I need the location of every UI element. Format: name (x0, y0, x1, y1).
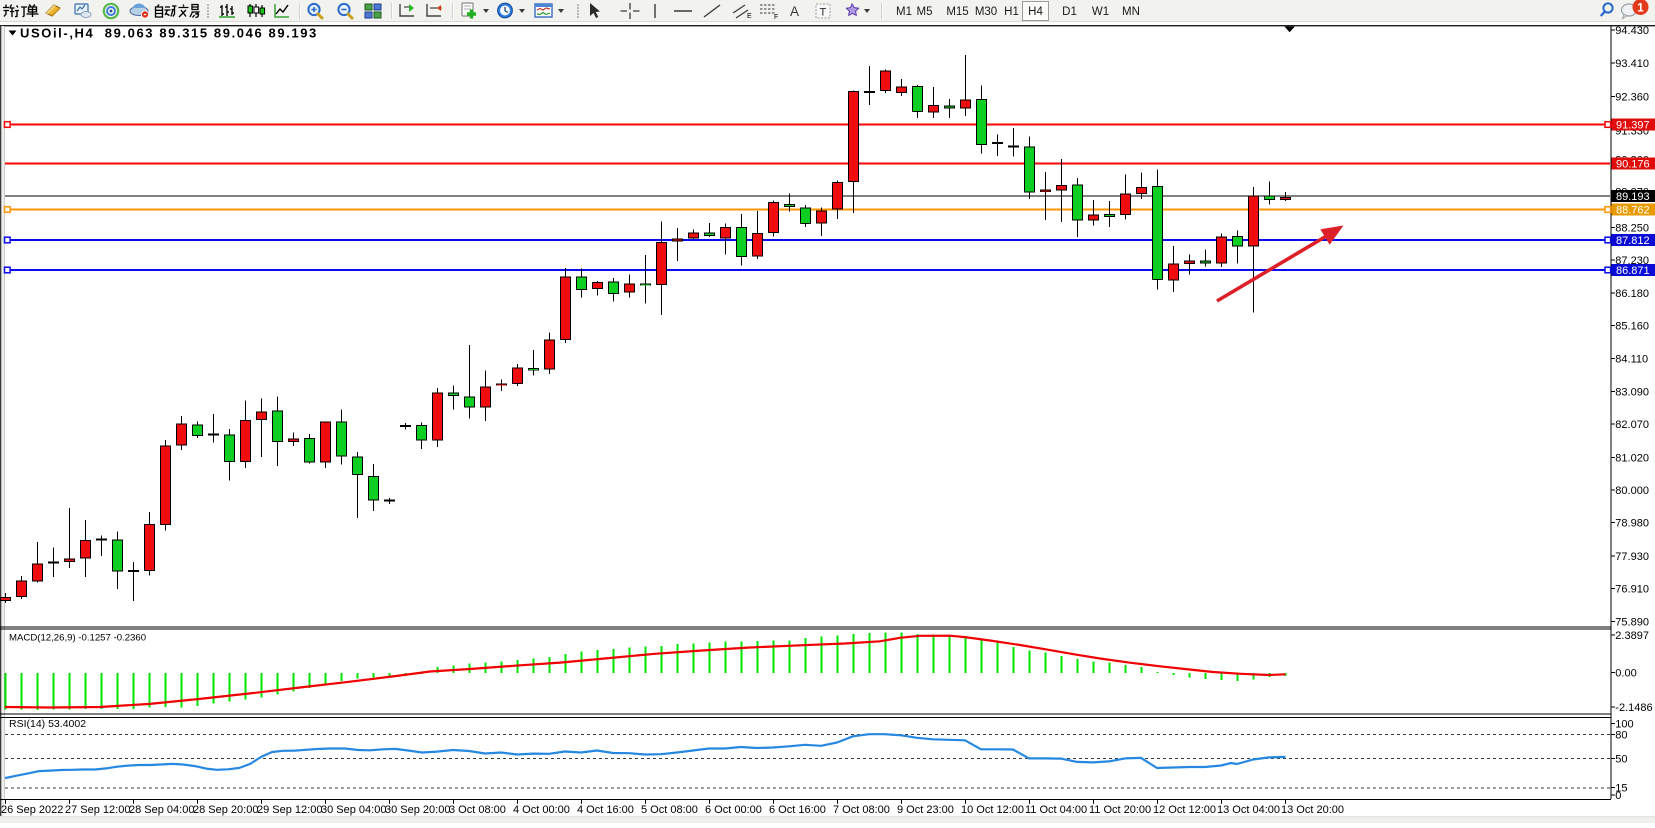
svg-text:76.910: 76.910 (1615, 583, 1649, 595)
svg-text:9 Oct 23:00: 9 Oct 23:00 (897, 804, 954, 816)
svg-text:90.176: 90.176 (1616, 158, 1650, 170)
svg-text:86.180: 86.180 (1615, 288, 1649, 300)
svg-text:86.871: 86.871 (1616, 265, 1650, 277)
svg-text:D1: D1 (1062, 6, 1077, 18)
svg-text:F: F (774, 14, 778, 21)
svg-text:77.930: 77.930 (1615, 551, 1649, 563)
svg-text:30 Sep 04:00: 30 Sep 04:00 (321, 804, 386, 816)
svg-text:USOil-,H4 89.063 89.315 89.04: USOil-,H4 89.063 89.315 89.046 89.193 (20, 26, 318, 41)
svg-text:MN: MN (1122, 6, 1140, 18)
svg-text:50: 50 (1615, 753, 1627, 765)
svg-text:H4: H4 (1028, 6, 1043, 18)
svg-text:27 Sep 12:00: 27 Sep 12:00 (65, 804, 130, 816)
svg-text:80: 80 (1615, 729, 1627, 741)
svg-text:M30: M30 (975, 6, 997, 18)
svg-text:6 Oct 16:00: 6 Oct 16:00 (769, 804, 826, 816)
svg-text:80.000: 80.000 (1615, 485, 1649, 497)
svg-text:28 Sep 20:00: 28 Sep 20:00 (193, 804, 258, 816)
svg-text:0.00: 0.00 (1615, 667, 1636, 679)
svg-text:10 Oct 12:00: 10 Oct 12:00 (961, 804, 1024, 816)
svg-text:28 Sep 04:00: 28 Sep 04:00 (129, 804, 194, 816)
svg-text:84.110: 84.110 (1615, 353, 1648, 365)
svg-text:88.762: 88.762 (1616, 204, 1650, 216)
svg-text:92.360: 92.360 (1615, 91, 1649, 103)
svg-text:81.020: 81.020 (1615, 452, 1649, 464)
svg-text:93.410: 93.410 (1615, 58, 1649, 70)
svg-text:26 Sep 2022: 26 Sep 2022 (1, 804, 63, 816)
svg-text:83.090: 83.090 (1615, 386, 1649, 398)
svg-text:H1: H1 (1004, 6, 1019, 18)
svg-text:0: 0 (1615, 790, 1621, 802)
svg-text:2.3897: 2.3897 (1615, 630, 1649, 642)
svg-text:11 Oct 04:00: 11 Oct 04:00 (1025, 804, 1087, 816)
svg-text:75.890: 75.890 (1615, 616, 1649, 628)
svg-text:13 Oct 04:00: 13 Oct 04:00 (1217, 804, 1280, 816)
svg-text:78.980: 78.980 (1615, 517, 1649, 529)
svg-text:89.193: 89.193 (1616, 191, 1650, 203)
svg-text:82.070: 82.070 (1615, 419, 1649, 431)
svg-text:88.250: 88.250 (1615, 222, 1649, 234)
svg-text:12 Oct 12:00: 12 Oct 12:00 (1153, 804, 1216, 816)
svg-text:3 Oct 08:00: 3 Oct 08:00 (449, 804, 506, 816)
svg-text:RSI(14) 53.4002: RSI(14) 53.4002 (9, 718, 86, 730)
svg-text:29 Sep 12:00: 29 Sep 12:00 (257, 804, 322, 816)
svg-text:94.430: 94.430 (1615, 25, 1649, 37)
svg-text:A: A (790, 4, 799, 19)
svg-text:4 Oct 16:00: 4 Oct 16:00 (577, 804, 634, 816)
svg-text:87.812: 87.812 (1616, 235, 1650, 247)
svg-text:4 Oct 00:00: 4 Oct 00:00 (513, 804, 570, 816)
svg-text:85.160: 85.160 (1615, 320, 1649, 332)
svg-text:W1: W1 (1092, 6, 1109, 18)
svg-text:T: T (820, 7, 827, 19)
svg-text:30 Sep 20:00: 30 Sep 20:00 (385, 804, 450, 816)
svg-text:E: E (747, 13, 752, 20)
svg-text:7 Oct 08:00: 7 Oct 08:00 (833, 804, 890, 816)
svg-text:M1: M1 (896, 6, 912, 18)
svg-text:-2.1486: -2.1486 (1615, 702, 1652, 714)
svg-text:91.397: 91.397 (1616, 119, 1650, 131)
svg-text:M15: M15 (946, 6, 968, 18)
svg-text:5 Oct 08:00: 5 Oct 08:00 (641, 804, 698, 816)
svg-text:6 Oct 00:00: 6 Oct 00:00 (705, 804, 762, 816)
svg-text:M5: M5 (917, 6, 933, 18)
svg-text:11 Oct 20:00: 11 Oct 20:00 (1089, 804, 1151, 816)
svg-text:1: 1 (1637, 0, 1644, 14)
svg-text:MACD(12,26,9) -0.1257 -0.2360: MACD(12,26,9) -0.1257 -0.2360 (9, 633, 146, 644)
svg-text:13 Oct 20:00: 13 Oct 20:00 (1281, 804, 1344, 816)
